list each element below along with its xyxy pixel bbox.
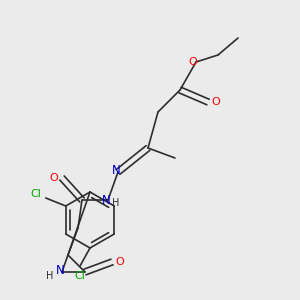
Text: H: H [46, 271, 54, 281]
Text: Cl: Cl [30, 189, 41, 199]
Text: O: O [212, 97, 220, 107]
Text: O: O [50, 173, 58, 183]
Text: H: H [112, 198, 120, 208]
Text: N: N [112, 164, 120, 178]
Text: O: O [189, 57, 197, 67]
Text: Cl: Cl [75, 271, 86, 281]
Text: N: N [56, 263, 64, 277]
Text: O: O [116, 257, 124, 267]
Text: N: N [102, 194, 110, 206]
